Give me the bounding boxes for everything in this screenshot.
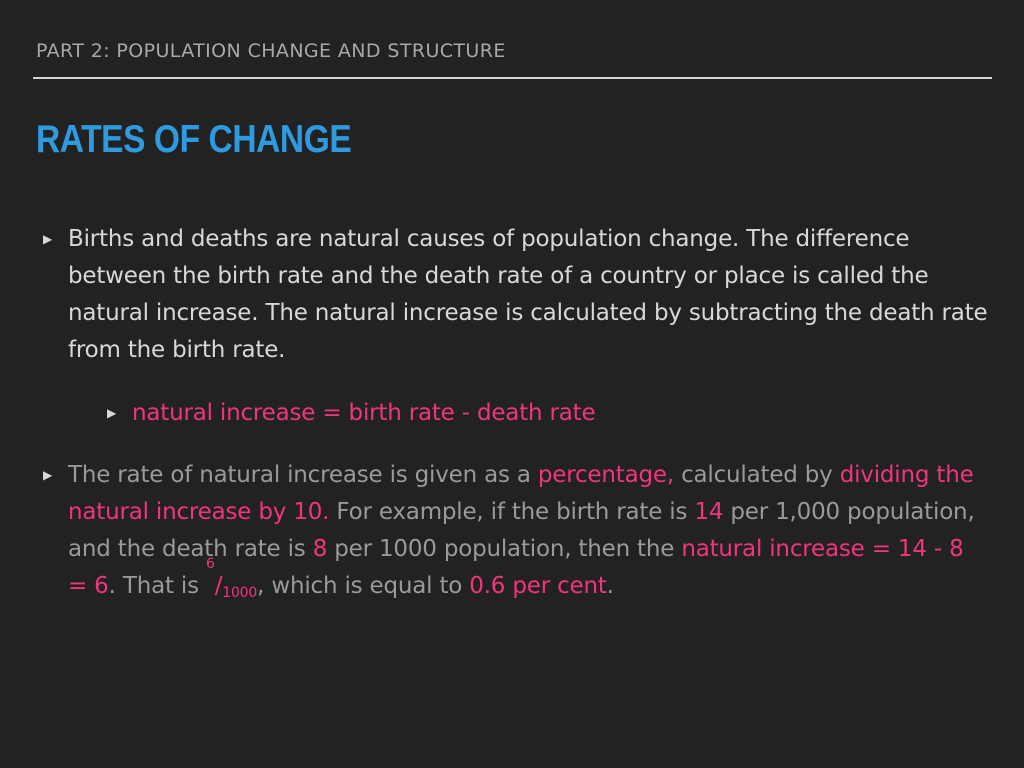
slide-title: RATES OF CHANGE	[36, 118, 352, 161]
highlight-death-rate-value: 8	[312, 536, 328, 562]
highlight-birth-rate-value: 14	[694, 499, 724, 525]
highlight-natural-increase-formula: natural increase = 14 - 8 = 6	[68, 536, 964, 599]
highlight-dividing: dividing the natural increase by 10.	[68, 462, 974, 525]
bullet-natural-causes: ▶ Births and deaths are natural causes o…	[43, 221, 988, 369]
highlight-percent-result: 0.6 per cent	[469, 573, 607, 599]
formula-text: natural increase = birth rate - death ra…	[132, 400, 596, 426]
fraction-numerator: 6	[205, 556, 215, 572]
text-segment: The rate of natural increase is given as…	[68, 462, 538, 488]
triangle-right-icon: ▶	[43, 232, 53, 246]
text-segment: , which is equal to	[257, 573, 470, 599]
header-divider	[33, 77, 992, 79]
bullet-rate-of-increase: ▶ The rate of natural increase is given …	[43, 457, 988, 605]
fraction-denominator: 1000	[222, 585, 258, 601]
triangle-right-icon: ▶	[43, 468, 53, 482]
fraction-slash: /	[214, 573, 223, 599]
text-segment: per 1000 population, then the	[327, 536, 682, 562]
text-segment: For example, if the birth rate is	[329, 499, 695, 525]
sub-bullet-formula: ▶ natural increase = birth rate - death …	[107, 395, 992, 432]
section-header: PART 2: POPULATION CHANGE AND STRUCTURE	[36, 40, 506, 62]
bullet-text: Births and deaths are natural causes of …	[68, 226, 988, 363]
text-segment: per 1,000 population, and the death rate…	[68, 499, 975, 562]
text-segment: calculated by	[673, 462, 840, 488]
text-segment: . That is	[108, 573, 206, 599]
bullet-text: The rate of natural increase is given as…	[68, 462, 975, 601]
triangle-right-icon: ▶	[107, 406, 117, 420]
highlight-percentage: percentage,	[537, 462, 674, 488]
text-segment: .	[606, 573, 614, 599]
